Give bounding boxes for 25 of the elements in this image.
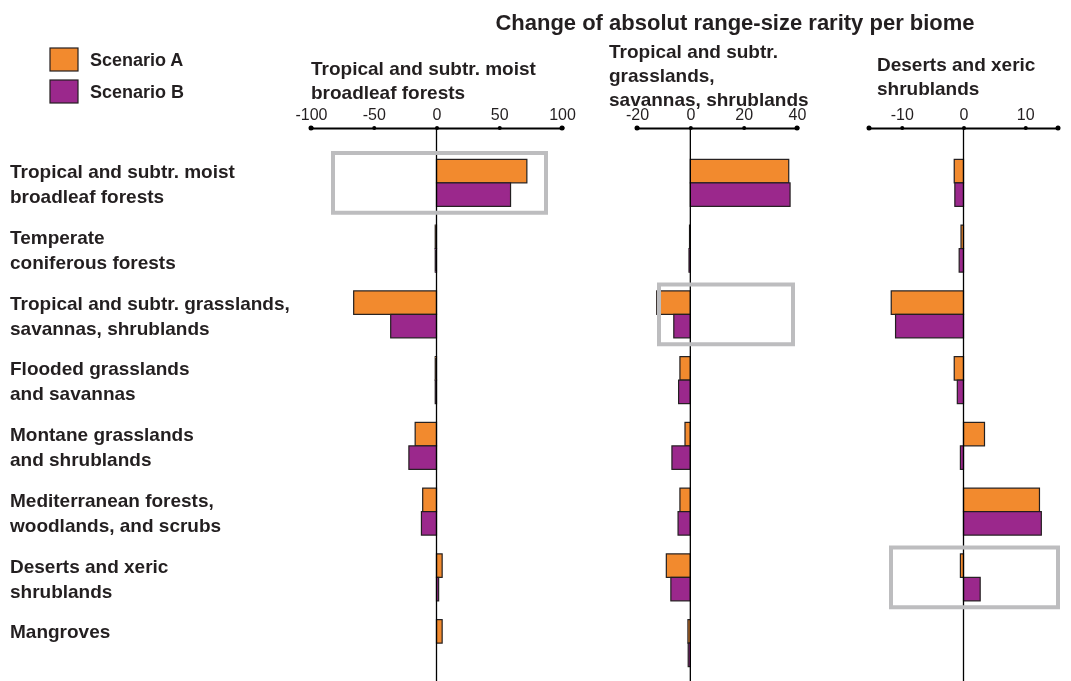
x-tick-label: 20 (735, 106, 754, 123)
x-tick-label: 40 (788, 106, 807, 123)
x-tick-label: 0 (432, 106, 442, 123)
text: Change of absolut range-size rarity per biome (495, 10, 975, 35)
x-tick-label: -10 (890, 106, 914, 123)
y-tick-label: Tropical and subtr. moist broadleaf forests (10, 161, 236, 207)
x-tick-label: 0 (686, 106, 696, 123)
y-tick-label: Montane grasslands and shrublands (10, 424, 194, 470)
y-tick-label: Mangroves (10, 621, 111, 643)
x-tick-label: 50 (490, 106, 509, 123)
y-tick-label: Deserts and xeric shrublands (10, 555, 169, 602)
x-tick-label: 10 (1016, 106, 1035, 123)
x-tick-label: -100 (295, 106, 328, 123)
x-tick-label: 100 (549, 106, 576, 123)
y-tick-label: Flooded grasslands and savannas (10, 358, 190, 405)
chart-title: Deserts and xeric shrublands (877, 54, 1036, 99)
legend-label: Scenario A (90, 50, 184, 70)
x-tick-label: 0 (959, 106, 969, 123)
y-tick-label: Temperate coniferous forests (10, 226, 176, 273)
legend-label: Scenario B (90, 82, 185, 102)
x-tick-label: -20 (625, 106, 650, 123)
y-tick-label: Mediterranean forests, woodlands, and scrubs (9, 489, 222, 536)
x-tick-label: -50 (362, 106, 386, 123)
chart-title: Tropical and subtr. moist broadleaf forests (311, 58, 537, 103)
y-tick-label: Tropical and subtr. grasslands, savannas, shrublands (10, 292, 290, 339)
